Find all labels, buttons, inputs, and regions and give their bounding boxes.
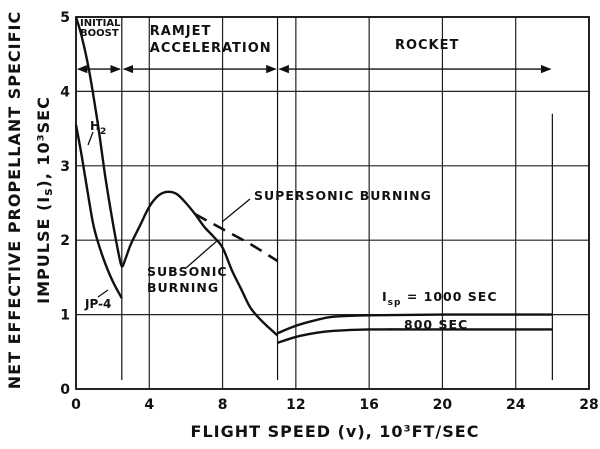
jp4-leader-line	[97, 289, 109, 298]
x-tick-label: 24	[506, 397, 526, 413]
y-axis-title-line1: NET EFFECTIVE PROPELLANT SPECIFIC	[5, 11, 24, 389]
supersonic-leader-line	[221, 198, 251, 223]
phase-label: RAMJET	[150, 24, 212, 39]
annotation-subsonic-line2: BURNING	[147, 280, 219, 295]
phase-label: ROCKET	[395, 38, 459, 53]
subsonic-leader-line	[185, 239, 219, 269]
phase-label: INITIAL	[80, 18, 121, 29]
series-label-800: 800 SEC	[404, 317, 468, 332]
y-tick-label: 5	[60, 10, 70, 26]
series-line-h2	[74, 16, 279, 337]
series-line-jp-4	[74, 124, 123, 299]
y-tick-label: 4	[60, 84, 70, 100]
series-line-supersonic-burning	[194, 213, 279, 263]
x-tick-label: 4	[144, 397, 154, 413]
y-tick-label: 0	[60, 382, 70, 398]
y-tick-label: 1	[60, 308, 70, 324]
phase-label: ACCELERATION	[150, 41, 272, 56]
plot-frame	[75, 16, 590, 390]
x-tick-label: 12	[286, 397, 305, 413]
series-line-800-sec	[277, 328, 553, 345]
series-label-h2: H2	[90, 119, 106, 137]
phase-label: BOOST	[80, 28, 119, 39]
x-tick-label: 28	[579, 397, 598, 413]
x-axis-title: FLIGHT SPEED (v), 10³FT/SEC	[191, 422, 480, 441]
series-label-isp-1000: Isp = 1000 SEC	[382, 289, 498, 308]
series-lines	[74, 16, 553, 345]
x-tick-label: 16	[359, 397, 378, 413]
h2-leader-line	[87, 131, 94, 146]
series-label-jp4: JP-4	[84, 297, 111, 311]
annotation-subsonic-line1: SUBSONIC	[147, 264, 228, 279]
y-tick-label: 3	[60, 159, 70, 175]
x-tick-label: 0	[71, 397, 81, 413]
x-tick-label: 8	[218, 397, 228, 413]
y-tick-label: 2	[60, 233, 70, 249]
x-tick-label: 20	[433, 397, 453, 413]
series-line-isp-1000-sec	[277, 313, 553, 335]
annotation-supersonic-burning: SUPERSONIC BURNING	[254, 188, 432, 203]
y-axis-title-line2: IMPULSE (Is), 10³SEC	[34, 96, 55, 304]
